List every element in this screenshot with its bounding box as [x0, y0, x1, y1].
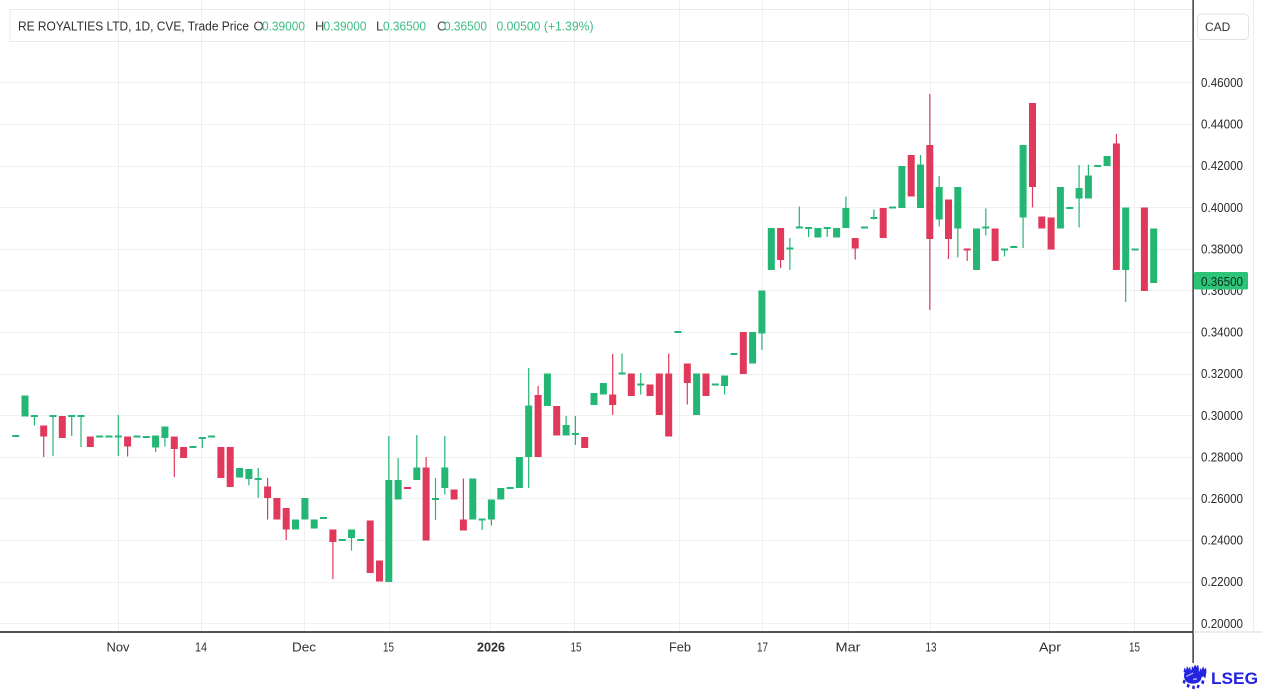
svg-text:0.44000: 0.44000	[1201, 117, 1243, 132]
svg-text:0.22000: 0.22000	[1201, 574, 1243, 589]
svg-text:0.20000: 0.20000	[1201, 616, 1243, 631]
svg-text:15: 15	[1129, 640, 1140, 655]
svg-text:C: C	[437, 19, 446, 34]
svg-text:Feb: Feb	[669, 640, 691, 655]
svg-text:0.36500: 0.36500	[1201, 274, 1243, 289]
svg-text:0.36500: 0.36500	[444, 19, 487, 34]
svg-text:0.34000: 0.34000	[1201, 325, 1243, 340]
svg-text:0.26000: 0.26000	[1201, 491, 1243, 506]
svg-text:Nov: Nov	[107, 640, 130, 655]
svg-text:2026: 2026	[477, 640, 505, 655]
svg-text:17: 17	[757, 640, 768, 655]
svg-text:O: O	[254, 19, 264, 34]
svg-text:CAD: CAD	[1205, 20, 1231, 34]
svg-text:Mar: Mar	[836, 640, 862, 655]
svg-text:0.00500 (+1.39%): 0.00500 (+1.39%)	[497, 19, 594, 34]
svg-text:0.42000: 0.42000	[1201, 158, 1243, 173]
svg-text:13: 13	[926, 640, 937, 655]
svg-text:LSEG: LSEG	[1211, 669, 1258, 688]
svg-text:0.24000: 0.24000	[1201, 533, 1243, 548]
svg-text:0.38000: 0.38000	[1201, 241, 1243, 256]
svg-text:L: L	[376, 19, 383, 34]
svg-text:0.46000: 0.46000	[1201, 75, 1243, 90]
svg-text:Apr: Apr	[1039, 640, 1062, 655]
svg-text:0.39000: 0.39000	[262, 19, 305, 34]
svg-text:Dec: Dec	[292, 640, 317, 655]
svg-text:15: 15	[571, 640, 582, 655]
svg-text:0.40000: 0.40000	[1201, 200, 1243, 215]
svg-text:H: H	[315, 19, 324, 34]
svg-text:15: 15	[383, 640, 394, 655]
svg-text:0.36500: 0.36500	[383, 19, 426, 34]
svg-text:0.30000: 0.30000	[1201, 408, 1243, 423]
svg-text:RE ROYALTIES LTD, 1D, CVE, Tra: RE ROYALTIES LTD, 1D, CVE, Trade Price	[18, 19, 249, 34]
svg-text:0.39000: 0.39000	[324, 19, 367, 34]
svg-text:14: 14	[195, 640, 207, 655]
svg-text:0.28000: 0.28000	[1201, 449, 1243, 464]
svg-text:0.32000: 0.32000	[1201, 366, 1243, 381]
